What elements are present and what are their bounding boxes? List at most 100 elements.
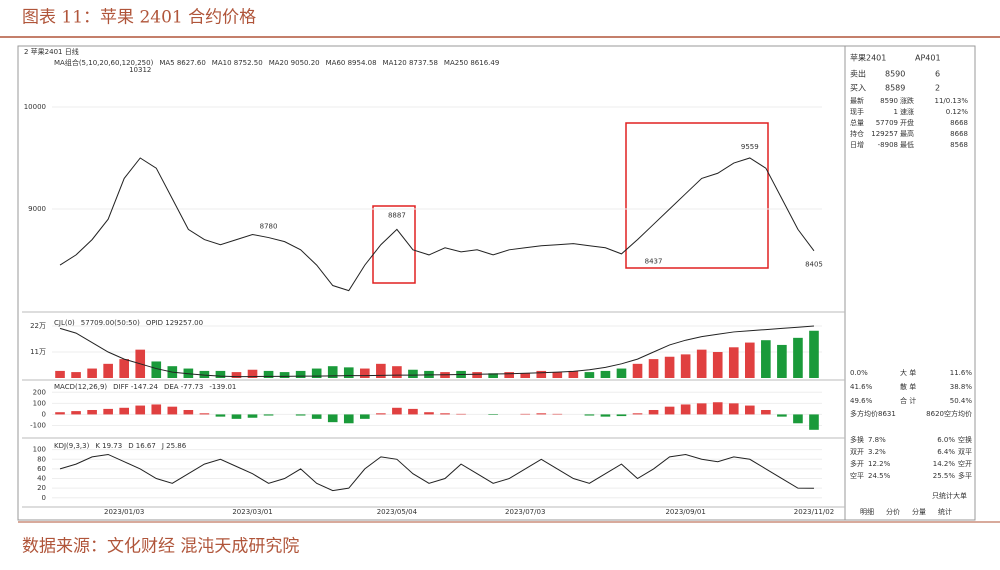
quote-cell: 速涨 bbox=[900, 107, 914, 116]
panel-label: MA组合(5,10,20,60,120,250) bbox=[54, 58, 154, 67]
bar bbox=[360, 368, 370, 378]
bar bbox=[135, 405, 146, 415]
price-annotation: 10312 bbox=[129, 66, 151, 74]
position-cell: 24.5% bbox=[868, 472, 891, 480]
quote-cell: 最新 bbox=[850, 96, 864, 105]
bar bbox=[215, 370, 226, 378]
bar bbox=[600, 370, 611, 378]
bar bbox=[151, 404, 162, 415]
bar bbox=[632, 413, 643, 415]
quote-cell: 57709 bbox=[876, 119, 898, 127]
position-cell: 空开 bbox=[958, 459, 972, 468]
quote-cell: 8668 bbox=[950, 130, 968, 138]
tab[interactable]: 分价 bbox=[886, 507, 900, 516]
bar bbox=[103, 363, 113, 378]
tab[interactable]: 明细 bbox=[860, 507, 874, 516]
flow-cell: 38.8% bbox=[950, 383, 973, 391]
price-annotation: 9559 bbox=[741, 143, 759, 151]
quote-cell: 最高 bbox=[900, 129, 914, 138]
y-tick-label: 60 bbox=[37, 465, 46, 473]
position-cell: 3.2% bbox=[868, 448, 886, 456]
bar bbox=[809, 330, 819, 378]
quote-cell: 8568 bbox=[950, 141, 968, 149]
flow-cell: 0.0% bbox=[850, 369, 868, 377]
bar bbox=[392, 407, 402, 415]
flow-cell: 合 计 bbox=[900, 396, 916, 405]
quote-cell: 最低 bbox=[900, 140, 914, 149]
panel-label: DIFF -147.24 bbox=[113, 383, 158, 391]
series-line bbox=[59, 157, 815, 292]
bar bbox=[392, 366, 402, 378]
series-line bbox=[59, 453, 814, 492]
book-cell: 买入 bbox=[850, 84, 866, 93]
bar bbox=[520, 373, 531, 378]
bar bbox=[199, 413, 210, 415]
flow-cell: 散 单 bbox=[900, 382, 916, 391]
y-tick-label: -100 bbox=[30, 421, 46, 429]
bar bbox=[263, 370, 274, 378]
bar bbox=[408, 369, 418, 378]
y-tick-label: 10000 bbox=[24, 103, 46, 111]
bar bbox=[568, 370, 579, 378]
bar bbox=[295, 414, 306, 416]
quote-cell: 0.12% bbox=[946, 108, 969, 116]
bar bbox=[247, 414, 258, 418]
quote-cell: -8908 bbox=[878, 141, 898, 149]
position-cell: 6.4% bbox=[937, 448, 955, 456]
quote-cell: 持仓 bbox=[850, 129, 864, 138]
bar bbox=[247, 369, 258, 378]
flow-cell: 大 单 bbox=[900, 368, 916, 377]
bar bbox=[472, 372, 482, 378]
bar bbox=[584, 414, 595, 416]
bar bbox=[728, 347, 739, 378]
tab[interactable]: 分量 bbox=[912, 507, 926, 516]
bar bbox=[408, 408, 418, 415]
bar bbox=[584, 372, 595, 378]
only-big[interactable]: 只统计大单 bbox=[932, 491, 967, 500]
bar bbox=[488, 414, 498, 415]
bar bbox=[745, 405, 755, 415]
quote-cell: 11/0.13% bbox=[934, 97, 968, 105]
bar bbox=[343, 367, 354, 378]
panel-label: -139.01 bbox=[209, 383, 236, 391]
bar bbox=[488, 373, 498, 378]
position-cell: 25.5% bbox=[933, 472, 956, 480]
series-line bbox=[59, 325, 815, 378]
bar bbox=[696, 349, 707, 378]
bar bbox=[552, 372, 563, 378]
position-cell: 双平 bbox=[958, 448, 972, 456]
x-tick-label: 2023/05/04 bbox=[377, 508, 418, 516]
bar bbox=[231, 414, 242, 419]
quote-name: 苹果2401 bbox=[850, 53, 886, 63]
bar bbox=[696, 403, 707, 415]
panel-label: OPID 129257.00 bbox=[146, 319, 203, 327]
bar bbox=[327, 414, 338, 423]
bar bbox=[311, 414, 322, 419]
bar bbox=[664, 406, 675, 415]
position-cell: 12.2% bbox=[868, 460, 891, 468]
y-tick-label: 9000 bbox=[28, 205, 46, 213]
bar bbox=[777, 414, 787, 417]
bar bbox=[504, 372, 514, 378]
flow-cell: 49.6% bbox=[850, 397, 873, 405]
quote-cell: 总量 bbox=[850, 118, 864, 127]
book-cell: 2 bbox=[935, 84, 940, 93]
bar bbox=[151, 361, 162, 378]
y-tick-label: 11万 bbox=[30, 348, 46, 356]
quote-cell: 8668 bbox=[950, 119, 968, 127]
tab[interactable]: 统计 bbox=[938, 507, 952, 516]
panel-label: D 16.67 bbox=[128, 442, 156, 450]
bar bbox=[664, 356, 675, 378]
book-cell: 6 bbox=[935, 70, 940, 79]
y-tick-label: 0 bbox=[42, 410, 46, 418]
panel-label: MA120 8737.58 bbox=[383, 59, 438, 67]
price-annotation: 8780 bbox=[260, 222, 278, 230]
bar bbox=[728, 403, 739, 415]
panel-label: MA10 8752.50 bbox=[212, 59, 263, 67]
bar bbox=[761, 409, 771, 415]
quote-cell: 1 bbox=[894, 108, 898, 116]
bar bbox=[536, 413, 547, 415]
position-cell: 14.2% bbox=[933, 460, 956, 468]
bar bbox=[327, 366, 338, 378]
